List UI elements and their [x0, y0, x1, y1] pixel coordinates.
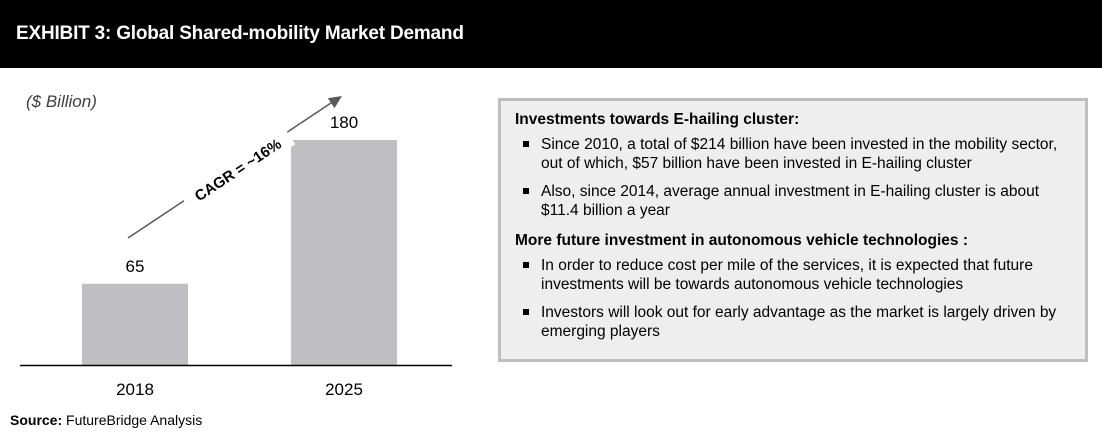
bullet-text: In order to reduce cost per mile of the …: [541, 257, 1033, 293]
source-text: FutureBridge Analysis: [66, 412, 203, 428]
data-label-2025: 180: [330, 113, 358, 132]
category-label-2018: 2018: [116, 380, 154, 399]
square-bullet-icon: [523, 141, 529, 147]
section-heading-future-investment: More future investment in autonomous veh…: [515, 232, 969, 249]
bar-2018: [82, 283, 188, 365]
cagr-annotation-text: CAGR = ~16%: [192, 136, 285, 205]
cagr-annotation-background: [179, 125, 296, 213]
exhibit-header: EXHIBIT 3: Global Shared-mobility Market…: [0, 0, 1102, 68]
bar-2025: [291, 140, 397, 365]
section-heading-investments: Investments towards E-hailing cluster:: [515, 111, 800, 128]
bullet-text: Also, since 2014, average annual investm…: [541, 183, 1040, 219]
info-section-2: More future investment in autonomous veh…: [515, 232, 1073, 341]
list-item: Since 2010, a total of $214 billion have…: [515, 135, 1073, 173]
bullet-list-investments: Since 2010, a total of $214 billion have…: [515, 135, 1073, 220]
list-item: Investors will look out for early advant…: [515, 303, 1073, 341]
info-section-1: Investments towards E-hailing cluster: S…: [515, 111, 1073, 220]
cagr-annotation: CAGR = ~16%: [179, 125, 296, 213]
data-label-2018: 65: [126, 257, 145, 276]
cagr-arrow-head-icon: [327, 96, 342, 109]
category-label-2025: 2025: [325, 380, 363, 399]
bullet-text: Since 2010, a total of $214 billion have…: [541, 136, 1058, 172]
square-bullet-icon: [523, 262, 529, 268]
bar-chart: 65 2018 180 2025 CAGR = ~16%: [20, 96, 452, 399]
bullet-text: Investors will look out for early advant…: [541, 304, 1057, 340]
square-bullet-icon: [523, 188, 529, 194]
info-box: Investments towards E-hailing cluster: S…: [498, 98, 1088, 362]
source-label: Source:: [10, 412, 63, 428]
unit-label: ($ Billion): [26, 92, 97, 111]
list-item: Also, since 2014, average annual investm…: [515, 182, 1073, 220]
exhibit-title: EXHIBIT 3: Global Shared-mobility Market…: [16, 23, 464, 44]
list-item: In order to reduce cost per mile of the …: [515, 256, 1073, 294]
bullet-list-future-investment: In order to reduce cost per mile of the …: [515, 256, 1073, 341]
square-bullet-icon: [523, 309, 529, 315]
source-note: Source: FutureBridge Analysis: [10, 412, 202, 428]
